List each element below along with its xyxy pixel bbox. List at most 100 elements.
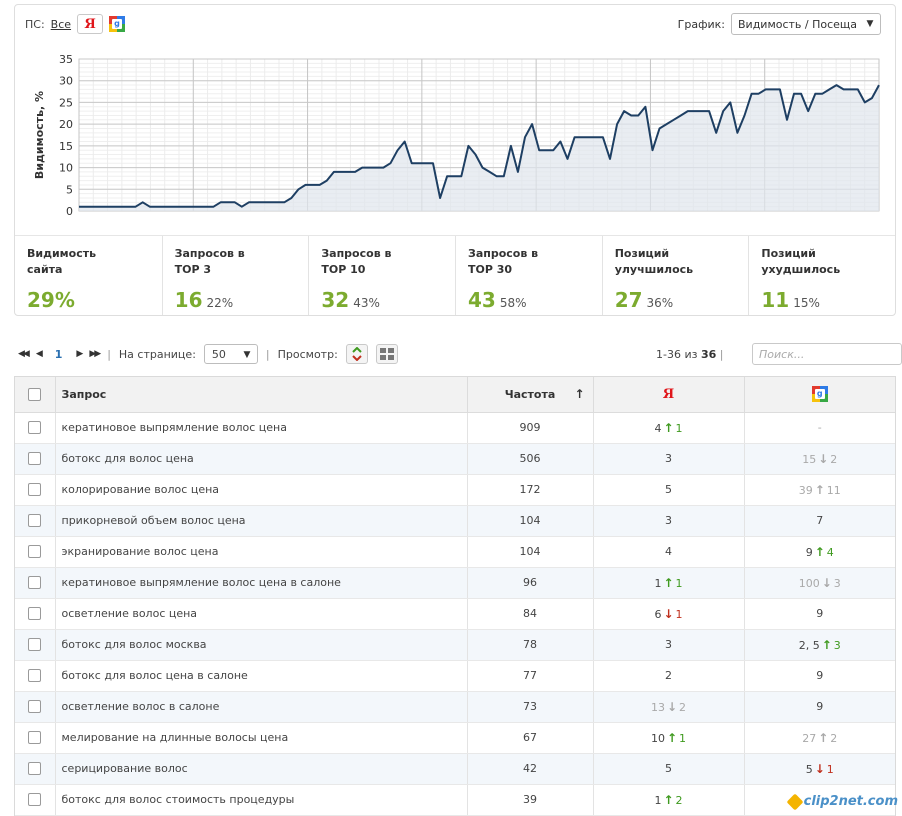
query-header[interactable]: Запрос (54, 377, 467, 413)
table-row[interactable]: кератиновое выпрямление волос цена в сал… (15, 567, 895, 599)
row-checkbox[interactable] (28, 576, 42, 590)
first-page-icon[interactable]: ◀◀ (18, 349, 30, 359)
separator: | (107, 347, 111, 361)
view-expand-button[interactable] (345, 344, 368, 364)
stat-value: 16 (174, 288, 203, 312)
row-checkbox[interactable] (28, 545, 42, 559)
visibility-chart: 0 5 10 15 20 25 30 35 Видимость, % (33, 53, 880, 218)
stat-value: 43 (468, 288, 496, 312)
row-checkbox[interactable] (28, 483, 42, 497)
yandex-position-cell: 4 ↑ 1 (592, 412, 744, 444)
table-row[interactable]: кератиновое выпрямление волос цена 909 4 ↑ 1… (15, 412, 895, 444)
row-checkbox[interactable] (28, 421, 42, 435)
row-checkbox[interactable] (28, 793, 42, 807)
table-row[interactable]: серицирование волос 42 5 5 ↓ 1 (15, 753, 895, 785)
row-checkbox[interactable] (28, 669, 42, 683)
select-all-checkbox[interactable] (28, 388, 42, 401)
position-value: 1 (654, 576, 662, 590)
position-value: 3 (665, 514, 672, 527)
chevron-down-icon: ▼ (866, 19, 874, 29)
position-delta: 1 (675, 607, 683, 621)
query-cell: экранирование волос цена (54, 536, 467, 568)
frequency-cell: 506 (466, 443, 593, 475)
google-header[interactable]: g (743, 377, 895, 413)
prev-page-icon[interactable]: ◀ (35, 349, 43, 359)
stat-value: 32 (321, 288, 350, 312)
table-row[interactable]: ботокс для волос цена в салоне 77 2 9 (15, 660, 895, 692)
frequency-cell: 104 (466, 536, 593, 568)
stat-card: Позиций ухудшилось 11 15% (748, 236, 895, 315)
ps-label: ПС: (25, 17, 45, 31)
area-fill (79, 85, 879, 211)
table-row[interactable]: мелирование на длинные волосы цена 67 10 ↑ 1… (15, 722, 895, 754)
frequency-header[interactable]: Частота ↑ (466, 377, 593, 413)
graph-label: График: (677, 17, 725, 31)
stat-value: 27 (614, 288, 643, 312)
stat-value: 29% (27, 288, 75, 312)
row-checkbox[interactable] (28, 731, 42, 745)
watermark-text: clip2net.com (803, 794, 898, 809)
pagination: ◀◀ ◀ 1 ▶ ▶▶ | На странице: 50 ▼ | Просмо… (18, 343, 398, 365)
row-checkbox[interactable] (28, 607, 42, 621)
table-row[interactable]: осветление волос цена 84 6 ↓ 1 9 (15, 598, 895, 630)
row-checkbox[interactable] (28, 700, 42, 714)
table-row[interactable]: ботокс для волос стоимость процедуры 39 1 ↑… (15, 784, 895, 816)
stat-percent: 15% (793, 296, 820, 310)
expand-icon (352, 347, 362, 361)
position-value: 4 (654, 421, 662, 435)
google-position-cell: - (743, 412, 895, 444)
google-position-cell: 15 ↓ 2 (743, 443, 895, 475)
arrow-down-icon: ↓ (663, 606, 674, 621)
all-engines-link[interactable]: Все (50, 17, 72, 31)
current-page[interactable]: 1 (54, 347, 63, 361)
row-checkbox[interactable] (28, 514, 42, 528)
stat-label: Запросов в TOP 10 (321, 247, 392, 276)
graph-type-select[interactable]: Видимость / Посещаемо ▼ (731, 13, 881, 35)
table-row[interactable]: осветление волос в салоне 73 13 ↓ 2 9 (15, 691, 895, 723)
yandex-icon: Я (84, 16, 96, 32)
next-page-icon[interactable]: ▶ (76, 349, 83, 359)
query-cell: кератиновое выпрямление волос цена (54, 412, 467, 444)
frequency-cell: 909 (466, 412, 593, 444)
row-checkbox[interactable] (28, 452, 42, 466)
query-cell: ботокс для волос стоимость процедуры (54, 784, 467, 816)
y-tick-label: 35 (59, 53, 73, 66)
google-position-cell: 9 ↑ 4 (743, 536, 895, 568)
table-row[interactable]: экранирование волос цена 104 4 9 ↑ 4 (15, 536, 895, 568)
view-grid-button[interactable] (375, 344, 398, 364)
series-line (79, 84, 880, 208)
results-range: 1-36 из 36 | (656, 348, 724, 361)
google-position-cell: 100 ↓ 3 (743, 567, 895, 599)
yandex-position-cell: 1 ↑ 1 (592, 567, 744, 599)
position-value: 13 (650, 700, 665, 714)
stat-label: Запросов в TOP 30 (468, 247, 539, 276)
position-delta: 3 (833, 638, 841, 652)
arrow-up-icon: ↑ (663, 420, 674, 435)
google-position-cell: 9 (743, 598, 895, 630)
arrow-up-icon: ↑ (818, 730, 829, 745)
table-row[interactable]: прикорневой объем волос цена 104 3 7 (15, 505, 895, 537)
row-checkbox[interactable] (28, 762, 42, 776)
row-select-cell (15, 660, 55, 692)
yandex-filter-button[interactable]: Я (77, 14, 104, 34)
table-row[interactable]: колорирование волос цена 172 5 39 ↑ 11 (15, 474, 895, 506)
select-all-cell (15, 377, 55, 413)
row-select-cell (15, 784, 55, 816)
search-input[interactable] (752, 343, 902, 365)
position-delta: 1 (679, 731, 687, 745)
table-row[interactable]: ботокс для волос цена 506 3 15 ↓ 2 (15, 443, 895, 475)
last-page-icon[interactable]: ▶▶ (89, 349, 101, 359)
row-checkbox[interactable] (28, 638, 42, 652)
yandex-header[interactable]: Я (592, 377, 744, 413)
y-tick-label: 0 (66, 205, 73, 218)
google-filter-button[interactable]: g (109, 16, 126, 32)
position-delta: 4 (826, 545, 834, 559)
per-page-select[interactable]: 50 ▼ (203, 344, 258, 364)
stat-label: Позиций улучшилось (614, 247, 694, 276)
table-row[interactable]: ботокс для волос москва 78 3 2, 5 ↑ 3 (15, 629, 895, 661)
position-delta: 2 (830, 731, 838, 745)
row-select-cell (15, 691, 55, 723)
yandex-position-cell: 3 (592, 443, 744, 475)
per-page-label: На странице: (118, 347, 196, 361)
position-value: 27 (802, 731, 817, 745)
